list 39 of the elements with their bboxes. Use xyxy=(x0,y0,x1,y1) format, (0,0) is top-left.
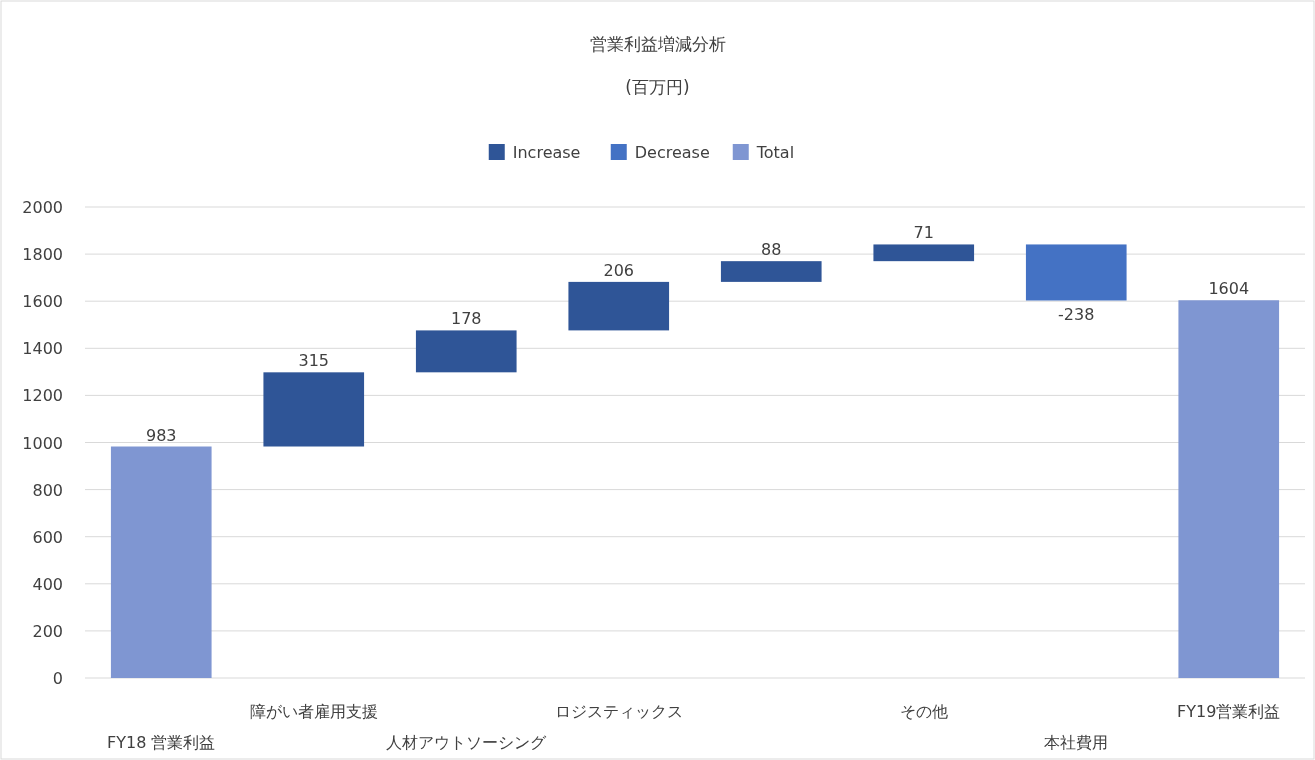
bar xyxy=(720,261,822,282)
y-tick-label: 1400 xyxy=(22,339,63,359)
data-label: 983 xyxy=(145,425,177,445)
y-tick-label: 2000 xyxy=(22,198,63,217)
x-tick-label: 人材アウトソーシング xyxy=(386,733,548,752)
y-tick-label: 1800 xyxy=(22,245,63,265)
bar xyxy=(1025,244,1127,301)
bar xyxy=(1178,300,1280,678)
chart-title: 営業利益増減分析 xyxy=(589,34,726,54)
data-label: 206 xyxy=(603,260,635,280)
x-tick-label: 障がい者雇用支援 xyxy=(249,702,378,721)
y-tick-label: 400 xyxy=(32,574,63,594)
bar xyxy=(415,330,517,373)
x-tick-label: その他 xyxy=(899,702,948,721)
bar xyxy=(263,372,365,447)
data-label: 1604 xyxy=(1208,279,1250,299)
y-tick-label: 1000 xyxy=(22,433,63,453)
chart-subtitle: (百万円) xyxy=(625,77,690,97)
data-label: 315 xyxy=(298,351,330,371)
y-tick-label: 0 xyxy=(52,669,63,688)
data-label: 178 xyxy=(450,309,482,329)
data-label: 88 xyxy=(761,240,782,260)
legend-label: Decrease xyxy=(634,143,710,162)
y-tick-label: 600 xyxy=(32,527,63,547)
bar xyxy=(568,281,670,331)
bar xyxy=(873,244,975,262)
x-tick-label: FY18 営業利益 xyxy=(107,733,216,752)
y-tick-label: 200 xyxy=(32,621,63,641)
y-tick-label: 1200 xyxy=(22,386,63,406)
y-tick-label: 1600 xyxy=(22,292,63,312)
x-tick-label: 本社費用 xyxy=(1044,733,1109,752)
bar xyxy=(110,446,212,678)
data-label: -238 xyxy=(1058,305,1095,325)
legend-label: Total xyxy=(755,143,795,162)
x-tick-label: FY19営業利益 xyxy=(1177,702,1281,721)
x-tick-label: ロジスティックス xyxy=(554,702,683,721)
legend-label: Increase xyxy=(512,143,581,162)
data-label: 71 xyxy=(913,223,934,243)
y-tick-label: 800 xyxy=(32,480,63,500)
